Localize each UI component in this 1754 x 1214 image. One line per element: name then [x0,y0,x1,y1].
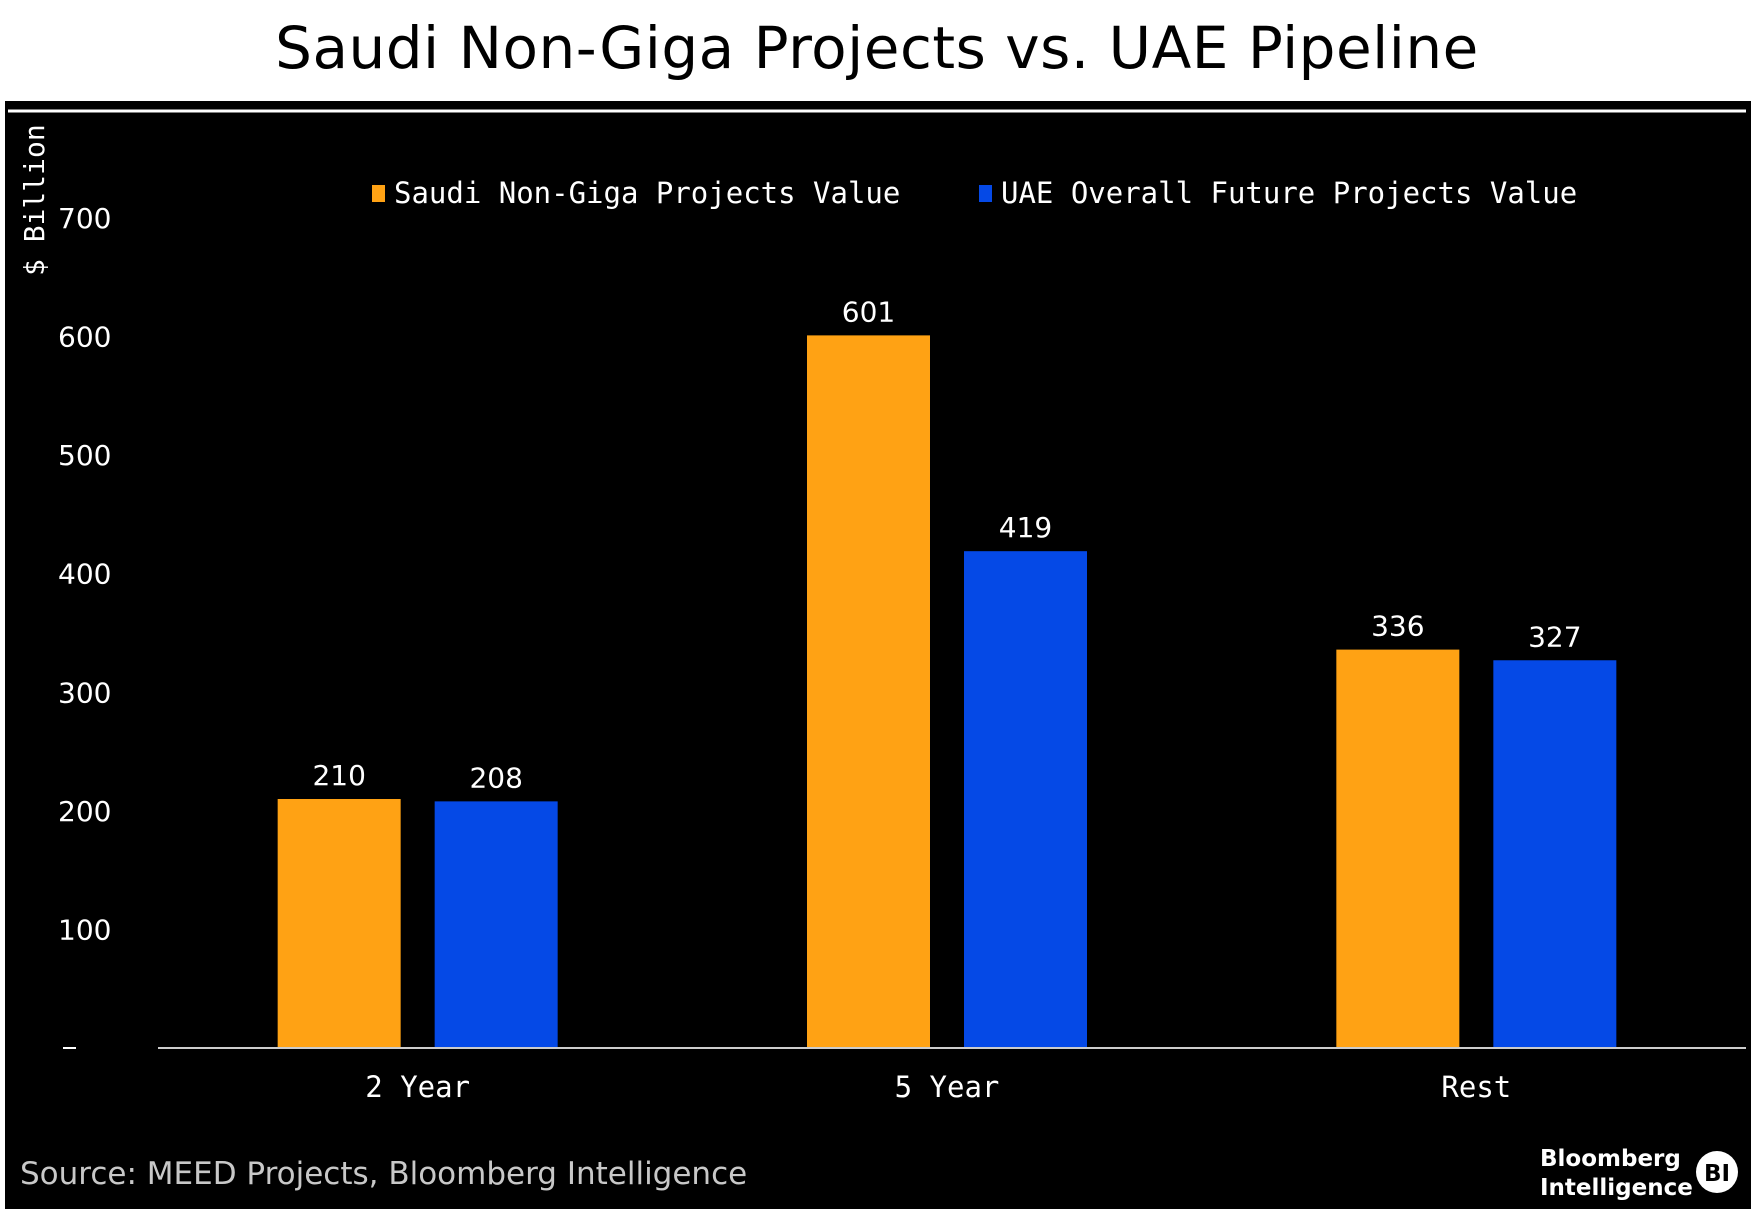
bloomberg-intelligence-logo: Bloomberg Intelligence BI [1540,1146,1738,1201]
bar-uae [1493,660,1617,1048]
bar-value-labels: 210 208 601 419 336 327 [312,295,1581,794]
y-tick-label: 400 [58,558,111,591]
x-axis-ticks: 2 Year 5 Year Rest [365,1070,1511,1104]
y-tick-label: 500 [58,439,111,472]
bar-uae [434,801,558,1048]
y-tick-label: 300 [58,676,111,709]
bar-value-label: 419 [999,511,1052,544]
bar-value-label: 208 [469,761,522,794]
y-tick-label: 600 [58,321,111,354]
y-tick-label: 200 [58,795,111,828]
bar-saudi [277,799,401,1048]
logo-line-1: Bloomberg [1540,1146,1681,1172]
bar-saudi [807,335,930,1048]
bi-badge-icon [1696,1151,1738,1193]
x-tick-label: 2 Year [365,1070,470,1104]
source-note: Source: MEED Projects, Bloomberg Intelli… [20,1156,747,1192]
legend-label-uae: UAE Overall Future Projects Value [1001,176,1577,210]
y-tick-label: 700 [58,202,111,235]
bars [277,335,1617,1048]
bar-saudi [1336,649,1460,1048]
legend: Saudi Non-Giga Projects Value UAE Overal… [372,176,1577,210]
bi-badge-text: BI [1704,1161,1730,1187]
y-tick-label: 100 [58,913,111,946]
bar-value-label: 601 [842,295,895,328]
bar-uae [964,551,1087,1048]
x-tick-label: Rest [1441,1070,1511,1104]
chart-title: Saudi Non-Giga Projects vs. UAE Pipeline [275,14,1479,82]
y-axis-ticks: 100 200 300 400 500 600 700 [58,202,111,1049]
y-axis-label: $ Billion [18,124,51,276]
legend-swatch-uae [979,185,992,202]
legend-swatch-saudi [372,185,385,202]
bar-value-label: 327 [1528,620,1581,653]
bar-value-label: 210 [312,759,365,792]
bar-value-label: 336 [1371,610,1424,643]
logo-line-2: Intelligence [1540,1175,1693,1201]
legend-label-saudi: Saudi Non-Giga Projects Value [394,176,900,210]
x-tick-label: 5 Year [895,1070,1000,1104]
